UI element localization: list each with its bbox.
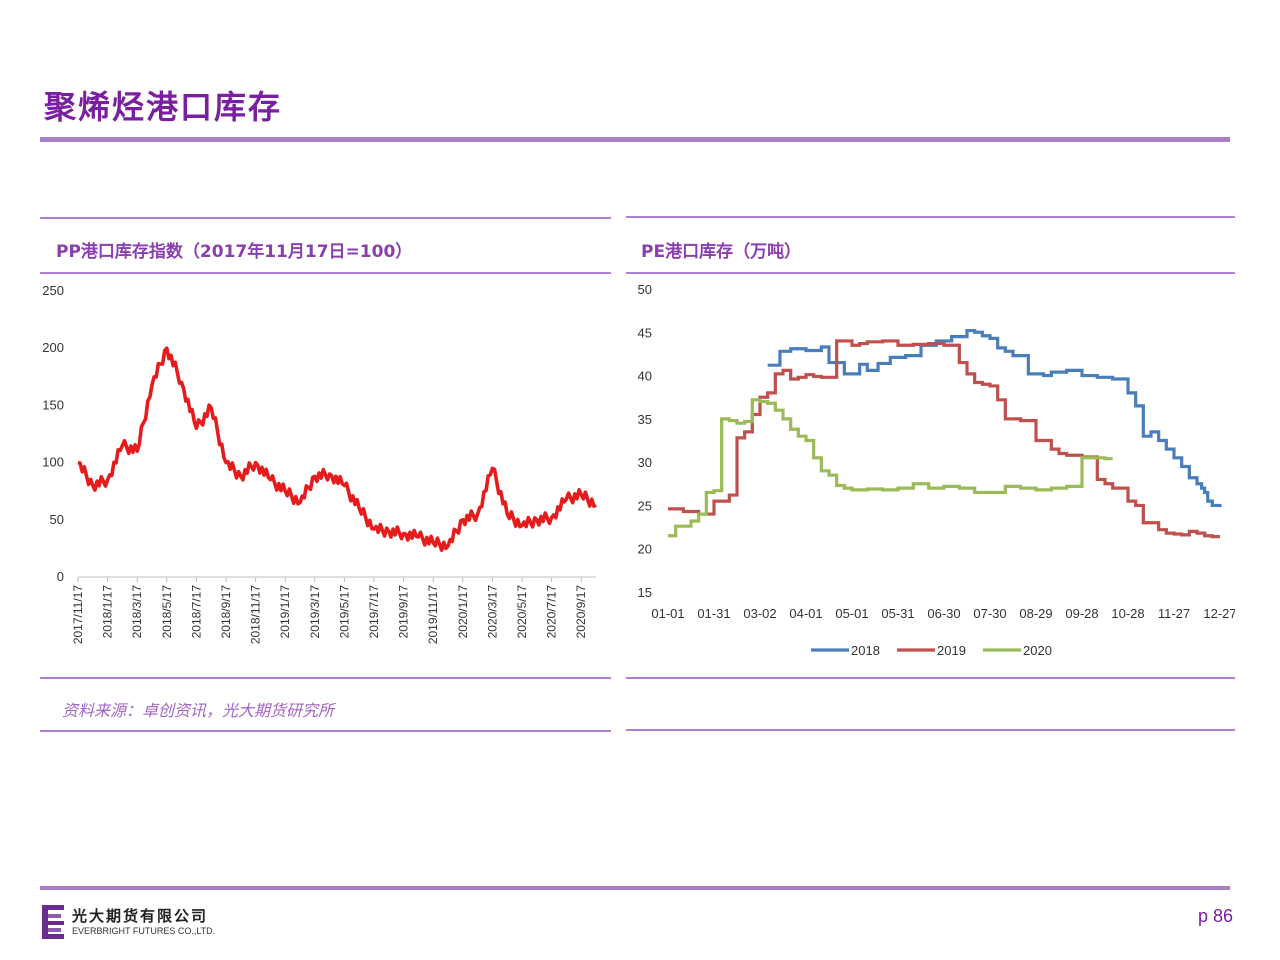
x-tick-label: 10-28: [1111, 606, 1144, 621]
x-tick-label: 2019/11/17: [426, 585, 440, 644]
x-tick-label: 2017/11/17: [71, 585, 85, 644]
pe-series-2019: [668, 339, 1220, 539]
y-tick-label: 35: [638, 412, 652, 427]
legend-label-2019: 2019: [937, 643, 966, 658]
company-name-en: EVERBRIGHT FUTURES CO.,LTD.: [72, 926, 216, 936]
y-tick-label: 150: [42, 397, 64, 412]
y-tick-label: 0: [57, 569, 64, 584]
x-tick-label: 2020/1/17: [456, 585, 470, 639]
x-tick-label: 09-28: [1065, 606, 1098, 621]
everbright-logo-icon: [42, 905, 64, 939]
x-tick-label: 03-02: [743, 606, 776, 621]
pe-series-2018: [767, 328, 1222, 508]
pe-chart-title: PE港口库存（万吨）: [641, 242, 802, 262]
x-tick-label: 2019/5/17: [337, 585, 351, 639]
x-tick-label: 2020/7/17: [545, 585, 559, 639]
x-tick-label: 04-01: [789, 606, 822, 621]
x-tick-label: 12-27: [1203, 606, 1235, 621]
page-title: 聚烯烃港口库存: [44, 88, 283, 126]
x-tick-label: 2020/3/17: [485, 585, 499, 639]
source-note: 资料来源：卓创资讯，光大期货研究所: [62, 701, 335, 720]
x-tick-label: 06-30: [927, 606, 960, 621]
y-tick-label: 15: [638, 585, 652, 600]
y-tick-label: 50: [50, 512, 64, 527]
pe-panel-top-rule: [626, 216, 1235, 218]
x-tick-label: 07-30: [973, 606, 1006, 621]
x-tick-label: 2018/7/17: [189, 585, 203, 639]
company-name-cn: 光大期货有限公司: [72, 907, 209, 925]
pe-chart: 15 20 25 30 35 40 45 50 01-01 01-31 03-02 04-01 05-0…: [638, 282, 1235, 658]
x-tick-label: 2018/9/17: [219, 585, 233, 639]
x-tick-label: 05-01: [835, 606, 868, 621]
pp-chart-title: PP港口库存指数（2017年11月17日=100）: [56, 242, 413, 262]
pp-series-line: [77, 346, 597, 552]
footer-rule: [40, 886, 1230, 890]
x-tick-label: 2018/3/17: [130, 585, 144, 639]
pe-series-2020: [668, 398, 1113, 538]
x-tick-label: 2019/3/17: [308, 585, 322, 639]
y-tick-label: 50: [638, 282, 652, 297]
x-tick-label: 01-01: [651, 606, 684, 621]
x-tick-label: 2020/5/17: [515, 585, 529, 639]
legend-label-2020: 2020: [1023, 643, 1052, 658]
x-tick-label: 2020/9/17: [574, 585, 588, 639]
pe-panel-title-rule: [626, 272, 1235, 274]
title-rule: [40, 137, 1230, 142]
x-tick-label: 2019/1/17: [278, 585, 292, 639]
y-tick-label: 100: [42, 455, 64, 470]
pp-panel-title-rule: [40, 272, 611, 274]
x-tick-label: 01-31: [697, 606, 730, 621]
y-tick-label: 30: [638, 455, 652, 470]
company-logo: 光大期货有限公司 EVERBRIGHT FUTURES CO.,LTD.: [42, 905, 262, 941]
x-tick-label: 11-27: [1158, 606, 1190, 621]
page-number: p 86: [1198, 906, 1234, 926]
source-bottom-rule: [40, 730, 611, 732]
x-tick-label: 2019/7/17: [367, 585, 381, 639]
y-tick-label: 200: [42, 340, 64, 355]
pp-panel-top-rule: [40, 217, 611, 219]
pp-panel-bottom-rule: [40, 677, 611, 679]
x-tick-label: 2018/1/17: [101, 585, 115, 639]
pe-source-bottom-rule: [626, 729, 1235, 731]
x-tick-label: 05-31: [881, 606, 914, 621]
pe-panel-bottom-rule: [626, 677, 1235, 679]
y-tick-label: 20: [638, 542, 652, 557]
x-tick-label: 08-29: [1019, 606, 1052, 621]
pp-chart: 0 50 100 150 200 250 2017/11/17 2018/1/17 2018/3…: [42, 283, 597, 644]
y-tick-label: 25: [638, 498, 652, 513]
x-tick-label: 2018/5/17: [160, 585, 174, 639]
legend-label-2018: 2018: [851, 643, 880, 658]
y-tick-label: 45: [638, 325, 652, 340]
y-tick-label: 40: [638, 369, 652, 384]
y-tick-label: 250: [42, 283, 64, 298]
x-tick-label: 2018/11/17: [249, 585, 263, 644]
x-tick-label: 2019/9/17: [397, 585, 411, 639]
